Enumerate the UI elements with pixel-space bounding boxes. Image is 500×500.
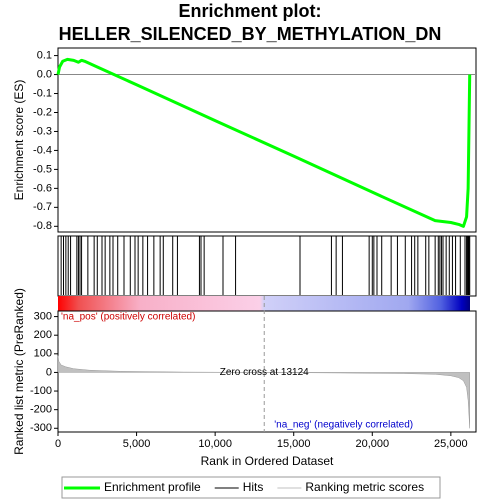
y-tick-label: -0.2 (33, 106, 52, 118)
y-tick-label: -0.4 (33, 144, 52, 156)
x-tick-label: 5,000 (123, 438, 151, 450)
y-tick-label: -0.6 (33, 182, 52, 194)
es-curve (56, 57, 472, 228)
zero-cross-label: Zero cross at 13124 (220, 367, 309, 378)
x-tick-label: 0 (55, 438, 61, 450)
y-tick-label: 0.0 (37, 68, 52, 80)
chart-title: Enrichment plot: (179, 1, 322, 21)
y-tick-label: -300 (30, 422, 52, 434)
chart-subtitle: HELLER_SILENCED_BY_METHYLATION_DN (59, 24, 442, 44)
x-axis-label: Rank in Ordered Dataset (201, 454, 334, 468)
legend-label: Ranking metric scores (305, 480, 424, 494)
y-tick-label: -0.5 (33, 163, 52, 175)
y-tick-label: -200 (30, 404, 52, 416)
neg-label: 'na_neg' (negatively correlated) (274, 420, 413, 431)
y-tick-label: 0.1 (37, 49, 52, 61)
legend-label: Enrichment profile (104, 480, 201, 494)
y-axis-label: Enrichment score (ES) (12, 80, 26, 201)
y-tick-label: 100 (34, 348, 52, 360)
x-tick-label: 25,000 (434, 438, 468, 450)
legend-box (61, 476, 441, 499)
y-tick-label: -0.3 (33, 125, 52, 137)
y-tick-label: 0 (46, 366, 52, 378)
x-tick-label: 10,000 (198, 438, 232, 450)
metric-area (57, 355, 470, 429)
y-tick-label: -0.1 (33, 87, 52, 99)
x-tick-label: 20,000 (355, 438, 389, 450)
legend-label: Hits (243, 480, 264, 494)
es-panel (57, 47, 477, 233)
y-tick-label: 300 (34, 310, 52, 322)
y-tick-label: -0.7 (33, 201, 52, 213)
x-tick-label: 15,000 (277, 438, 311, 450)
y-tick-label: -100 (30, 385, 52, 397)
pos-label: 'na_pos' (positively correlated) (61, 312, 195, 323)
y-tick-label: 200 (34, 329, 52, 341)
y-axis-label: Ranked list metric (PreRanked) (12, 288, 26, 455)
y-tick-label: -0.8 (33, 220, 52, 232)
